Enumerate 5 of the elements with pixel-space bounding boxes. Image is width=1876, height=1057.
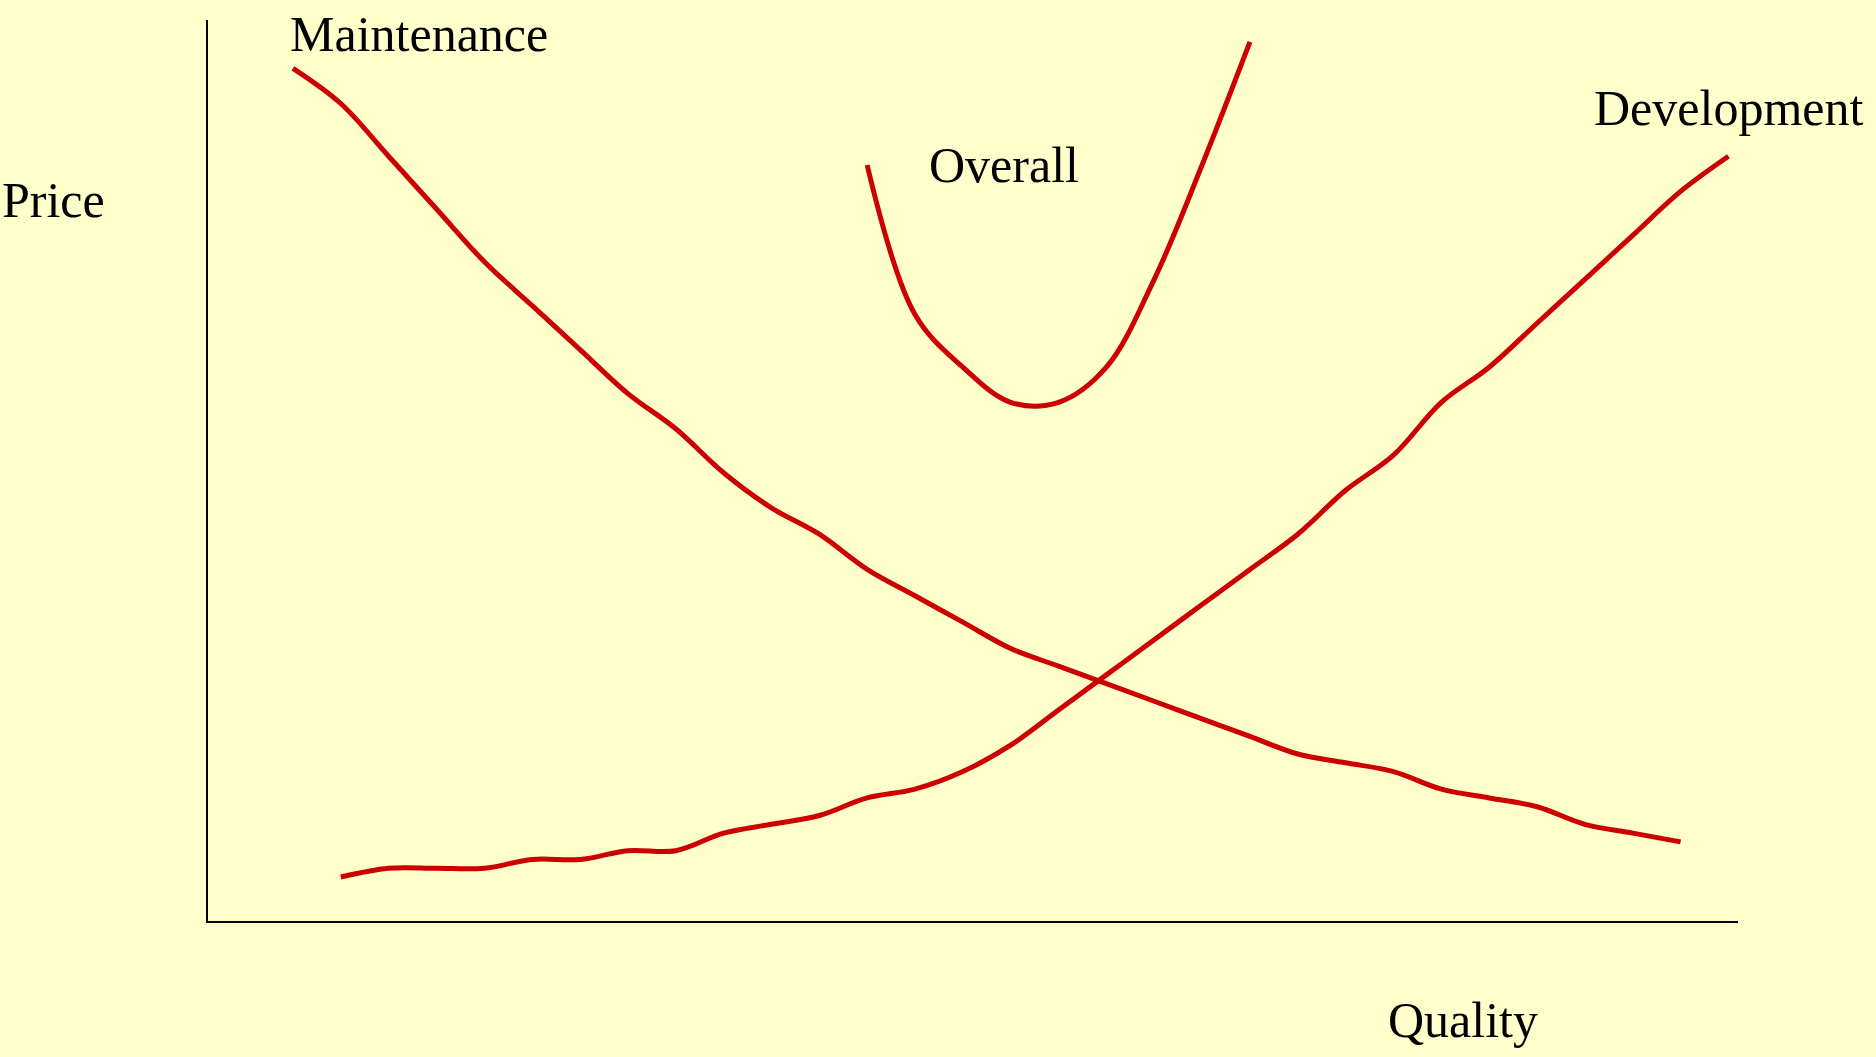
series-label: Development [1594, 80, 1864, 136]
series-label: Maintenance [290, 6, 549, 62]
series-label: Overall [929, 137, 1079, 193]
y-axis-title: Price [2, 172, 105, 228]
x-axis-title: Quality [1388, 992, 1538, 1048]
